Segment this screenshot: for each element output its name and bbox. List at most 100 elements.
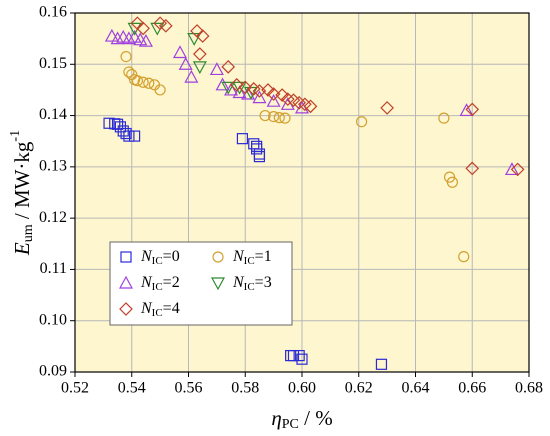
point xyxy=(158,18,173,33)
point xyxy=(131,75,144,87)
label-part: um xyxy=(21,224,36,242)
label-part: E xyxy=(10,242,34,256)
point xyxy=(224,82,239,96)
point xyxy=(104,28,119,42)
x-tick-label: 0.68 xyxy=(515,380,543,397)
point xyxy=(280,92,295,107)
point xyxy=(136,21,150,36)
label-part: N xyxy=(140,248,153,265)
point xyxy=(110,31,125,45)
label-part: N xyxy=(140,300,153,317)
point xyxy=(268,110,280,123)
point xyxy=(279,112,291,124)
legend-marker xyxy=(118,275,134,289)
point xyxy=(438,112,450,124)
label-part: / % xyxy=(299,406,333,430)
point xyxy=(253,151,266,163)
point xyxy=(221,81,236,95)
label-part: N xyxy=(140,274,153,291)
label-part: =3 xyxy=(255,274,272,291)
point xyxy=(504,162,519,176)
point xyxy=(215,77,230,91)
x-tick-label: 0.52 xyxy=(61,380,89,397)
y-tick-label: 0.09 xyxy=(39,363,67,380)
point xyxy=(209,62,224,76)
label-part: IC xyxy=(152,255,163,267)
label-part: IC xyxy=(244,255,255,267)
legend-marker xyxy=(212,251,224,263)
legend-label: NIC=4 xyxy=(140,300,180,319)
y-tick-label: 0.12 xyxy=(39,209,67,226)
label-part: -1 xyxy=(8,130,23,142)
point xyxy=(221,60,236,74)
point xyxy=(266,87,281,101)
point xyxy=(123,66,135,78)
label-part: N xyxy=(232,274,245,291)
point xyxy=(510,162,525,177)
point xyxy=(287,349,300,362)
x-axis-label: ηPC / % xyxy=(271,406,332,432)
legend-label: NIC=3 xyxy=(232,274,272,293)
x-tick-label: 0.56 xyxy=(175,380,203,397)
point xyxy=(111,118,124,130)
x-tick-label: 0.64 xyxy=(402,380,430,397)
label-part: IC xyxy=(152,307,163,319)
point xyxy=(123,130,135,142)
legend-box xyxy=(109,241,293,326)
point xyxy=(172,45,187,59)
point xyxy=(303,99,318,114)
plot-frame xyxy=(74,12,530,373)
point xyxy=(120,50,132,63)
point xyxy=(380,101,394,115)
point xyxy=(266,93,281,107)
label-part: / MW·kg xyxy=(10,141,34,224)
point xyxy=(103,117,115,129)
point xyxy=(137,76,149,88)
y-tick-label: 0.15 xyxy=(39,55,67,72)
point xyxy=(154,84,166,96)
point xyxy=(120,127,132,140)
point xyxy=(459,103,474,117)
point xyxy=(458,251,470,263)
x-tick-label: 0.54 xyxy=(118,380,146,397)
x-tick-label: 0.66 xyxy=(458,380,486,397)
label-part: =2 xyxy=(163,274,180,291)
point xyxy=(238,80,253,95)
point xyxy=(178,57,193,70)
point xyxy=(465,102,480,117)
x-tick-label: 0.60 xyxy=(288,380,316,397)
point xyxy=(127,29,142,43)
point xyxy=(465,161,480,176)
label-part: =1 xyxy=(255,248,272,265)
y-tick-label: 0.13 xyxy=(39,158,67,175)
y-tick-label: 0.16 xyxy=(39,4,67,21)
y-tick-label: 0.10 xyxy=(39,311,67,328)
legend-marker xyxy=(210,277,226,291)
point xyxy=(261,83,275,97)
point xyxy=(232,85,247,99)
point xyxy=(275,88,289,102)
point xyxy=(236,133,249,145)
point xyxy=(446,176,458,188)
y-tick-label: 0.11 xyxy=(40,260,67,277)
label-part: IC xyxy=(244,281,255,293)
legend-label: NIC=0 xyxy=(140,248,180,267)
point xyxy=(195,29,210,43)
point xyxy=(114,121,127,133)
point xyxy=(143,77,155,89)
point xyxy=(252,90,267,104)
label-part: =0 xyxy=(163,248,180,265)
point xyxy=(192,61,207,75)
point xyxy=(273,112,285,124)
point xyxy=(229,77,244,92)
legend-marker xyxy=(119,302,133,316)
point xyxy=(193,47,207,61)
x-tick-label: 0.58 xyxy=(231,380,259,397)
legend-label: NIC=2 xyxy=(140,274,180,293)
label-part: N xyxy=(232,248,245,265)
point xyxy=(293,349,305,362)
legend-marker xyxy=(120,251,132,263)
point xyxy=(138,33,153,47)
